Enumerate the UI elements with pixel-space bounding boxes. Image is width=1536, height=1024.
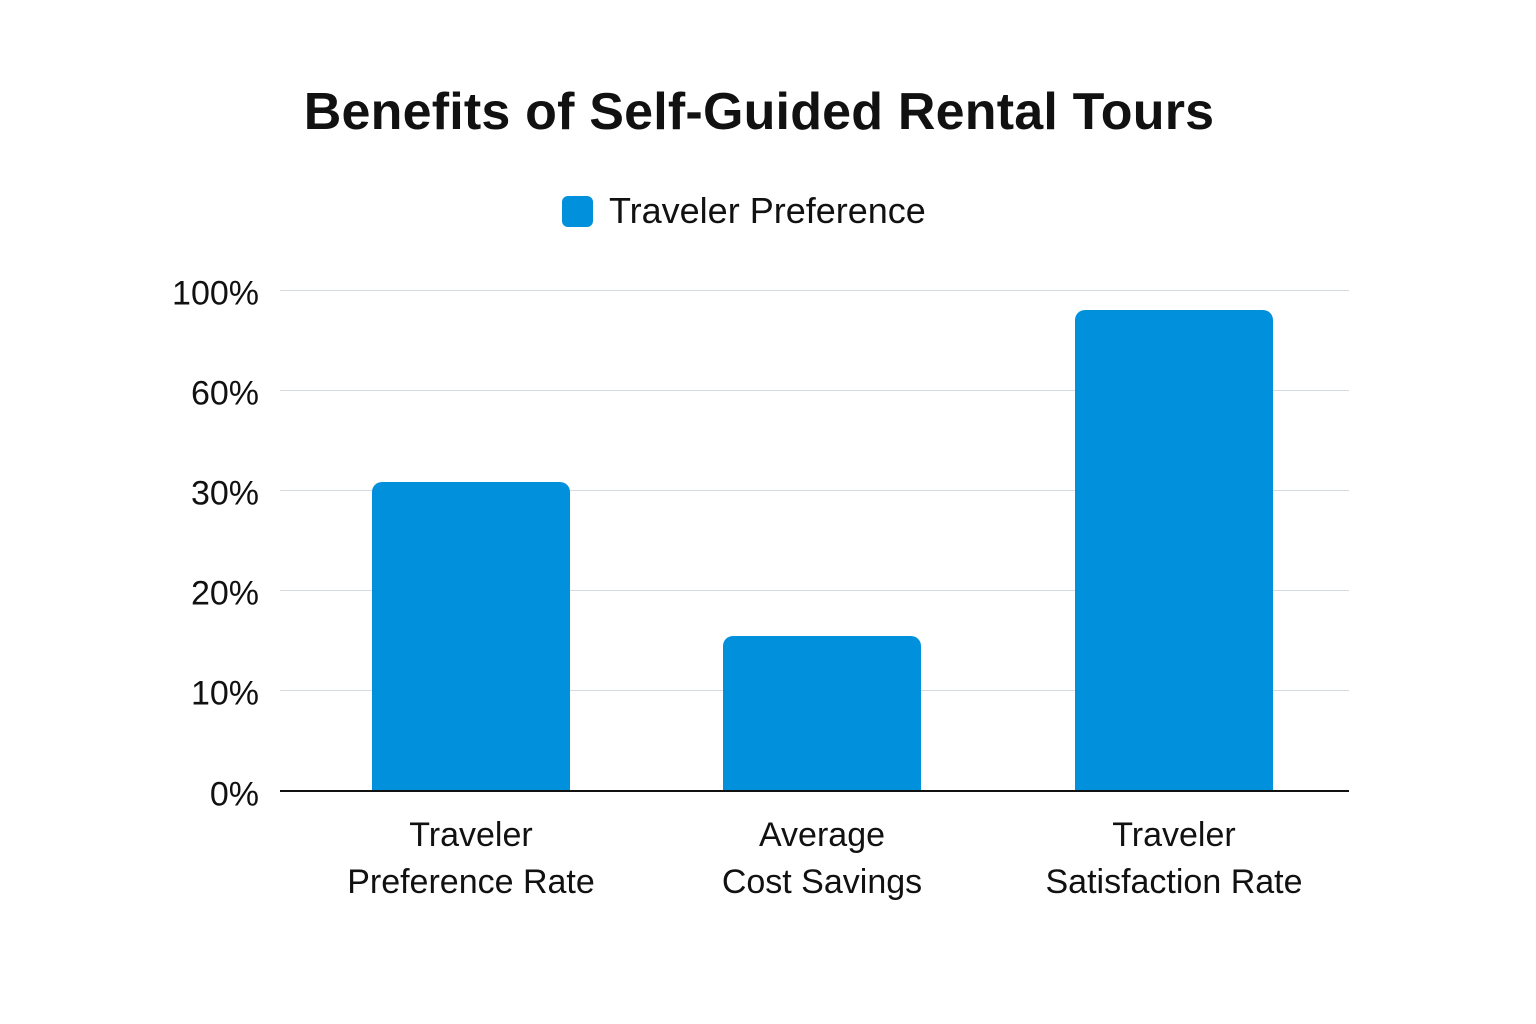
gridline-100	[280, 290, 1349, 291]
y-tick-label: 60%	[190, 374, 259, 413]
y-tick-label: 0%	[209, 775, 259, 814]
x-label-line: Traveler	[409, 816, 533, 854]
x-axis-line	[280, 790, 1349, 792]
x-label-line: Satisfaction Rate	[1045, 863, 1303, 901]
legend-swatch-icon	[562, 195, 593, 227]
y-tick-label: 20%	[190, 574, 259, 613]
bar-traveler-preference-rate	[372, 482, 570, 791]
gridline-30	[280, 490, 1349, 491]
y-tick-label: 100%	[172, 274, 259, 313]
x-category-label: Traveler Satisfaction Rate	[1014, 812, 1334, 906]
legend-label: Traveler Preference	[609, 190, 926, 231]
x-label-line: Cost Savings	[721, 863, 923, 901]
x-category-label: Traveler Preference Rate	[311, 812, 631, 906]
bar-average-cost-savings	[723, 636, 921, 791]
y-tick-label: 30%	[190, 474, 259, 513]
x-label-line: Average	[758, 816, 886, 854]
x-label-line: Preference Rate	[347, 863, 595, 901]
legend: Traveler Preference	[562, 190, 926, 232]
y-tick-label: 10%	[190, 674, 259, 713]
bar-traveler-satisfaction-rate	[1075, 310, 1273, 791]
chart-title: Benefits of Self-Guided Rental Tours	[303, 83, 1215, 141]
gridline-60	[280, 390, 1349, 391]
x-category-label: Average Cost Savings	[662, 812, 982, 906]
x-label-line: Traveler	[1112, 816, 1236, 854]
gridline-20	[280, 590, 1349, 591]
